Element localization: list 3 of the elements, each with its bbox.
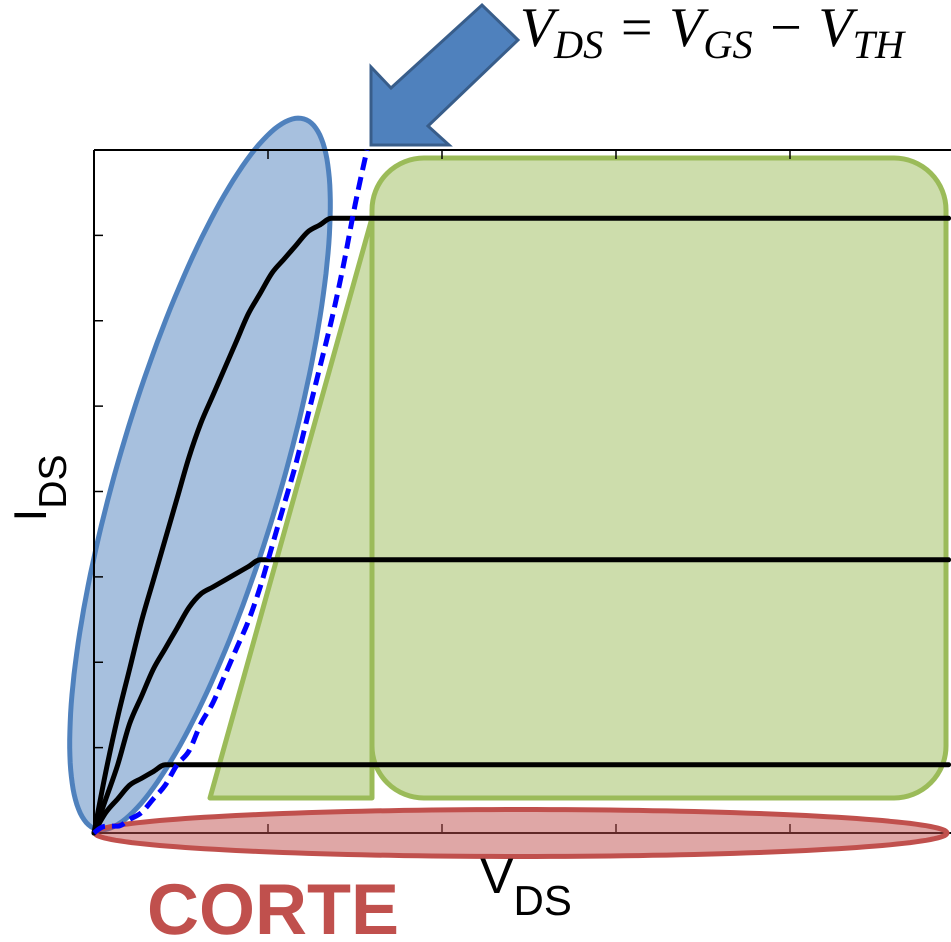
x-axis-title: V$_{DS}$ <box>480 848 572 924</box>
text: CORTE <box>147 870 399 942</box>
text: V$_{DS}$ = V$_{GS}$ − V$_{TH}$ <box>520 0 906 67</box>
